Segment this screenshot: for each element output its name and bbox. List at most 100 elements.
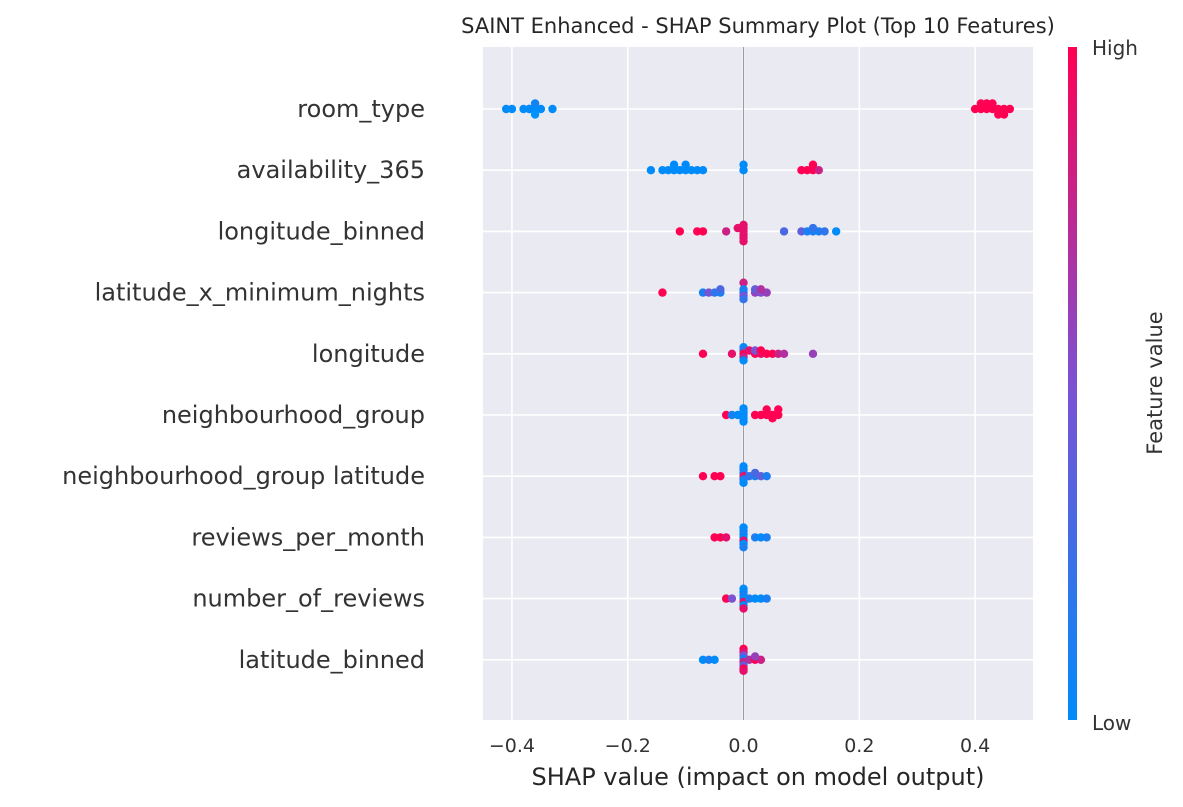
shap-point (774, 405, 783, 414)
feature-label: reviews_per_month (191, 523, 425, 551)
shap-point (797, 227, 806, 236)
shap-point (675, 227, 685, 236)
shap-point (739, 166, 748, 175)
shap-point (721, 594, 731, 603)
shap-point (693, 166, 702, 175)
shap-point (814, 166, 823, 175)
shap-point (756, 533, 766, 542)
shap-point (548, 104, 557, 114)
shap-point (750, 533, 760, 542)
shap-point (739, 237, 748, 246)
shap-point (739, 417, 748, 426)
shap-point (999, 110, 1009, 119)
shap-point (820, 227, 829, 236)
shap-point (687, 166, 696, 175)
x-tick-label: 0.2 (844, 735, 874, 757)
shap-point (698, 227, 708, 236)
shap-point (739, 604, 748, 613)
shap-point (501, 104, 511, 114)
shap-point (994, 110, 1003, 119)
shap-point (681, 160, 690, 169)
feature-label: number_of_reviews (192, 585, 425, 613)
feature-label: neighbourhood_group latitude (62, 462, 425, 490)
shap-point (525, 104, 534, 114)
shap-point (750, 410, 760, 420)
x-tick-label: −0.4 (489, 735, 535, 757)
shap-point (750, 594, 760, 603)
shap-point (739, 356, 748, 365)
shap-point (698, 166, 708, 175)
feature-label: longitude_binned (218, 217, 425, 245)
shap-point (739, 227, 748, 236)
shap-point (675, 166, 685, 175)
shap-point (768, 349, 777, 358)
shap-point (739, 478, 748, 487)
shap-point (658, 288, 667, 297)
shap-point (716, 533, 725, 542)
colorbar-high-label: High (1092, 36, 1138, 60)
shap-point (779, 227, 789, 236)
shap-point (970, 104, 980, 114)
shap-point (727, 349, 737, 358)
shap-point (797, 166, 806, 175)
shap-point (745, 594, 754, 603)
colorbar-low-label: Low (1092, 711, 1131, 735)
x-tick-label: −0.2 (605, 735, 651, 757)
shap-point (739, 220, 748, 229)
shap-point (704, 655, 713, 664)
shap-point (739, 295, 748, 304)
shap-point (988, 99, 997, 108)
shap-point (831, 227, 841, 236)
shap-point (710, 655, 719, 664)
x-axis-label: SHAP value (impact on model output) (532, 763, 985, 791)
shap-point (808, 223, 818, 233)
shap-point (698, 288, 708, 297)
feature-label: latitude_x_minimum_nights (95, 279, 425, 307)
shap-point (710, 533, 719, 542)
shap-point (808, 160, 818, 169)
shap-point (803, 166, 812, 175)
shap-point (1005, 104, 1015, 114)
shap-point (982, 99, 991, 108)
shap-point (664, 166, 673, 175)
colorbar (1068, 47, 1077, 720)
shap-point (808, 349, 818, 358)
shap-point (756, 594, 766, 603)
shap-point (721, 227, 731, 236)
shap-point (750, 652, 760, 661)
shap-point (704, 288, 713, 297)
shap-point (768, 414, 777, 423)
feature-label: availability_365 (237, 156, 425, 184)
shap-point (756, 410, 766, 420)
x-tick-label: 0.4 (960, 735, 990, 757)
shap-point (698, 472, 708, 481)
shap-point (739, 666, 748, 675)
shap-point (750, 285, 760, 294)
shap-point (693, 227, 702, 236)
shap-point (756, 285, 766, 294)
feature-label: longitude (312, 340, 425, 368)
feature-label: room_type (297, 95, 425, 123)
shap-point (750, 468, 760, 478)
shap-point (762, 405, 771, 414)
shap-point (716, 285, 725, 294)
data-points (501, 99, 1015, 675)
shap-point (721, 410, 731, 420)
feature-label: neighbourhood_group (162, 401, 425, 429)
x-tick-labels: −0.4 −0.2 0.0 0.2 0.4 (489, 735, 990, 757)
shap-point (698, 349, 708, 358)
shap-point (976, 99, 986, 108)
shap-point (756, 346, 766, 355)
shap-point (762, 472, 771, 481)
shap-point (710, 472, 719, 481)
shap-point (727, 594, 737, 603)
shap-point (721, 533, 731, 542)
shap-point (762, 533, 771, 542)
x-tick-label: 0.0 (728, 735, 758, 757)
shap-point (739, 278, 748, 287)
shap-point (507, 104, 517, 114)
colorbar-title: Feature value (1143, 311, 1167, 454)
shap-point (669, 160, 679, 169)
shap-point (716, 472, 725, 481)
